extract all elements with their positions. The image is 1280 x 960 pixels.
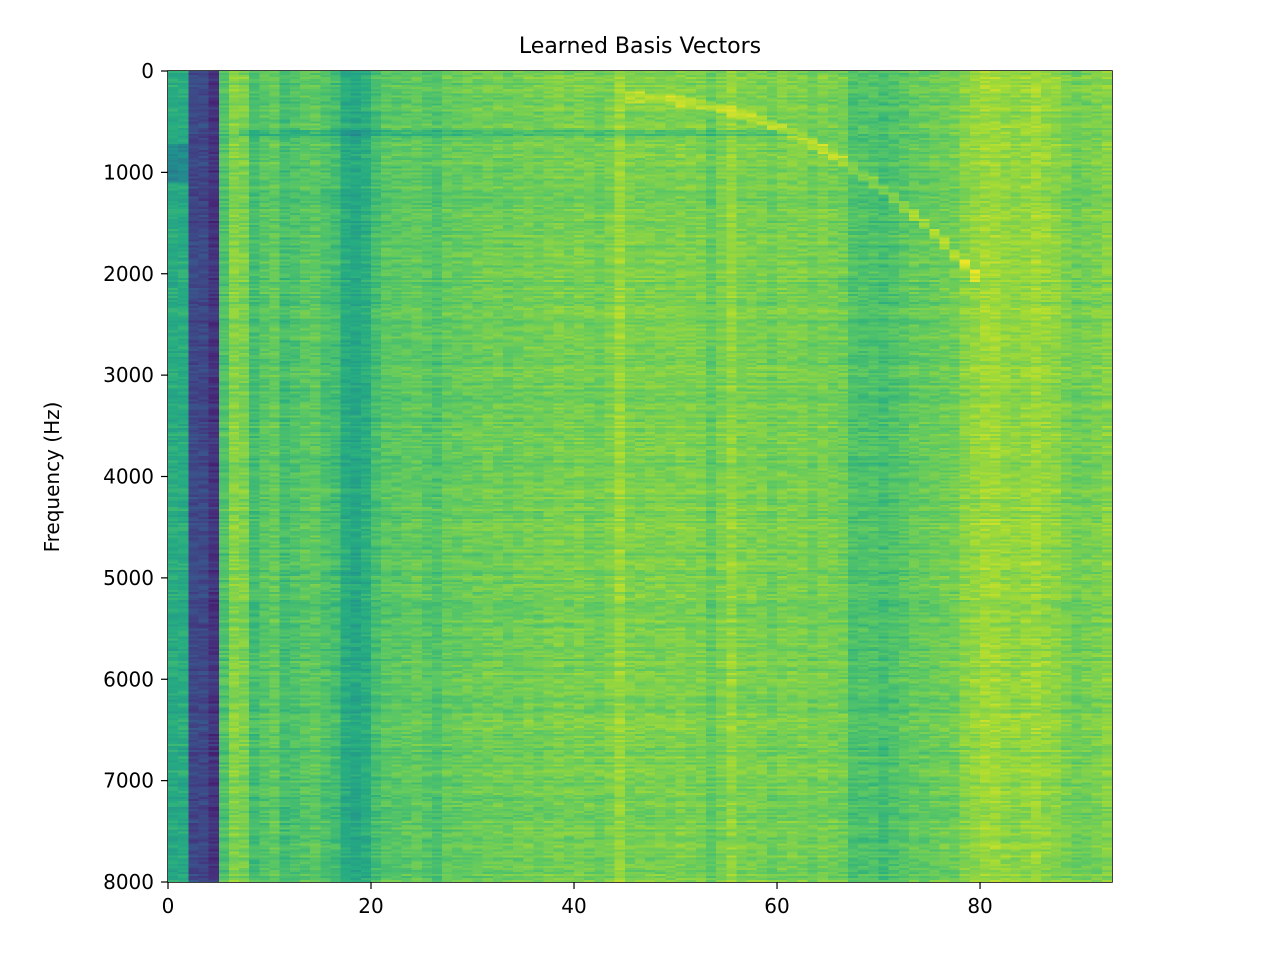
y-tick-label: 3000 bbox=[103, 363, 154, 387]
x-tick-label: 80 bbox=[967, 894, 992, 918]
x-tick-label: 60 bbox=[764, 894, 789, 918]
x-axis: 0 20 40 60 80 bbox=[162, 882, 993, 918]
x-tick-label: 20 bbox=[358, 894, 383, 918]
x-tick-label: 0 bbox=[162, 894, 175, 918]
chart-title: Learned Basis Vectors bbox=[519, 34, 761, 59]
y-axis: 0 1000 2000 3000 4000 5000 6000 7000 8000 bbox=[103, 59, 168, 894]
y-tick-label: 4000 bbox=[103, 465, 154, 489]
y-tick-label: 1000 bbox=[103, 160, 154, 184]
y-tick-label: 5000 bbox=[103, 566, 154, 590]
y-tick-label: 2000 bbox=[103, 262, 154, 286]
x-tick-label: 40 bbox=[561, 894, 586, 918]
y-tick-label: 8000 bbox=[103, 870, 154, 894]
y-axis-label: Frequency (Hz) bbox=[40, 402, 64, 553]
y-tick-label: 6000 bbox=[103, 667, 154, 691]
y-tick-label: 0 bbox=[141, 59, 154, 83]
heatmap-image bbox=[168, 71, 1112, 882]
y-tick-label: 7000 bbox=[103, 769, 154, 793]
